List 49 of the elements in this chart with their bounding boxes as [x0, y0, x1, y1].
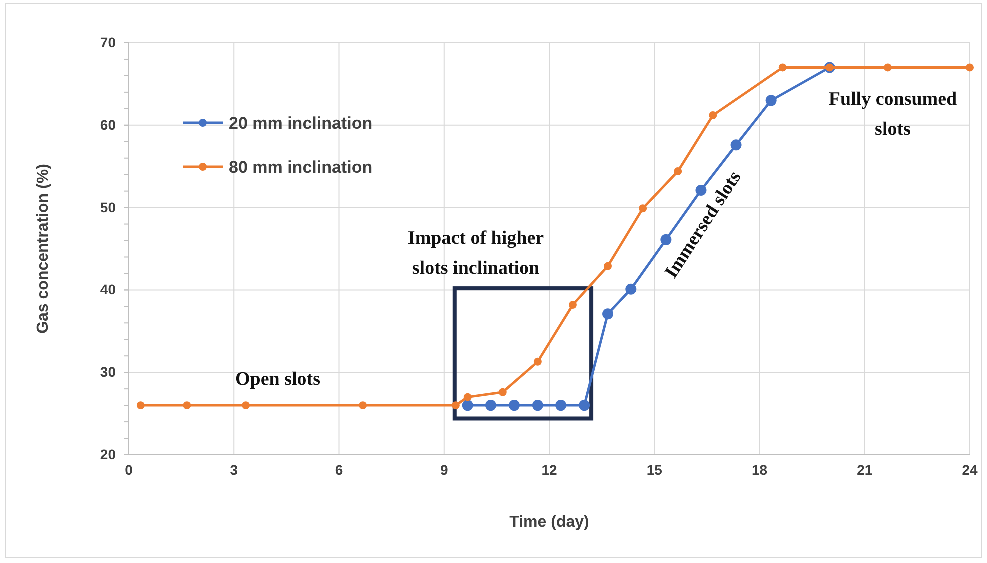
y-tick-label: 20	[100, 446, 116, 462]
y-tick-label: 60	[100, 116, 116, 133]
point	[498, 388, 507, 396]
point	[626, 284, 637, 295]
point	[730, 140, 742, 151]
y-tick-label: 70	[100, 34, 116, 50]
x-tick-label: 3	[230, 462, 238, 478]
point	[534, 358, 542, 366]
x-axis-title: Time (day)	[510, 514, 590, 531]
point	[452, 402, 460, 410]
point	[464, 393, 472, 402]
y-tick-label: 40	[100, 282, 116, 298]
point	[242, 402, 250, 410]
point	[532, 400, 544, 412]
point	[556, 400, 567, 412]
point	[674, 168, 682, 176]
point	[359, 402, 368, 410]
x-tick-label: 18	[752, 462, 768, 478]
annotation: Fully consumed slots	[828, 89, 958, 140]
point	[136, 402, 145, 410]
point	[183, 402, 192, 410]
point	[639, 204, 648, 213]
x-tick-label: 12	[542, 462, 558, 478]
point	[966, 64, 974, 72]
annotation: Open slots	[236, 369, 320, 390]
x-tick-label: 21	[857, 462, 873, 478]
x-tick-label: 15	[646, 462, 663, 478]
y-tick-label: 50	[100, 199, 116, 216]
point	[884, 64, 892, 72]
point	[696, 185, 707, 196]
y-tick-label: 30	[100, 364, 116, 380]
annotation: Impact of higher slots inclination	[408, 228, 545, 279]
y-axis-title: Gas concentration (%)	[35, 164, 52, 334]
point	[602, 308, 614, 320]
x-tick-label: 9	[440, 462, 448, 478]
point	[709, 112, 718, 120]
point	[485, 400, 496, 412]
point	[766, 95, 777, 106]
legend-label: 80 mm inclination	[229, 158, 373, 177]
x-tick-label: 0	[125, 462, 134, 478]
point	[604, 262, 612, 270]
point	[579, 400, 590, 412]
x-tick-label: 24	[962, 462, 978, 478]
point	[462, 400, 474, 412]
point	[508, 400, 520, 412]
legend-label: 20 mm inclination	[229, 114, 373, 133]
point	[778, 64, 787, 72]
point	[568, 301, 577, 310]
x-tick-label: 6	[335, 462, 344, 478]
